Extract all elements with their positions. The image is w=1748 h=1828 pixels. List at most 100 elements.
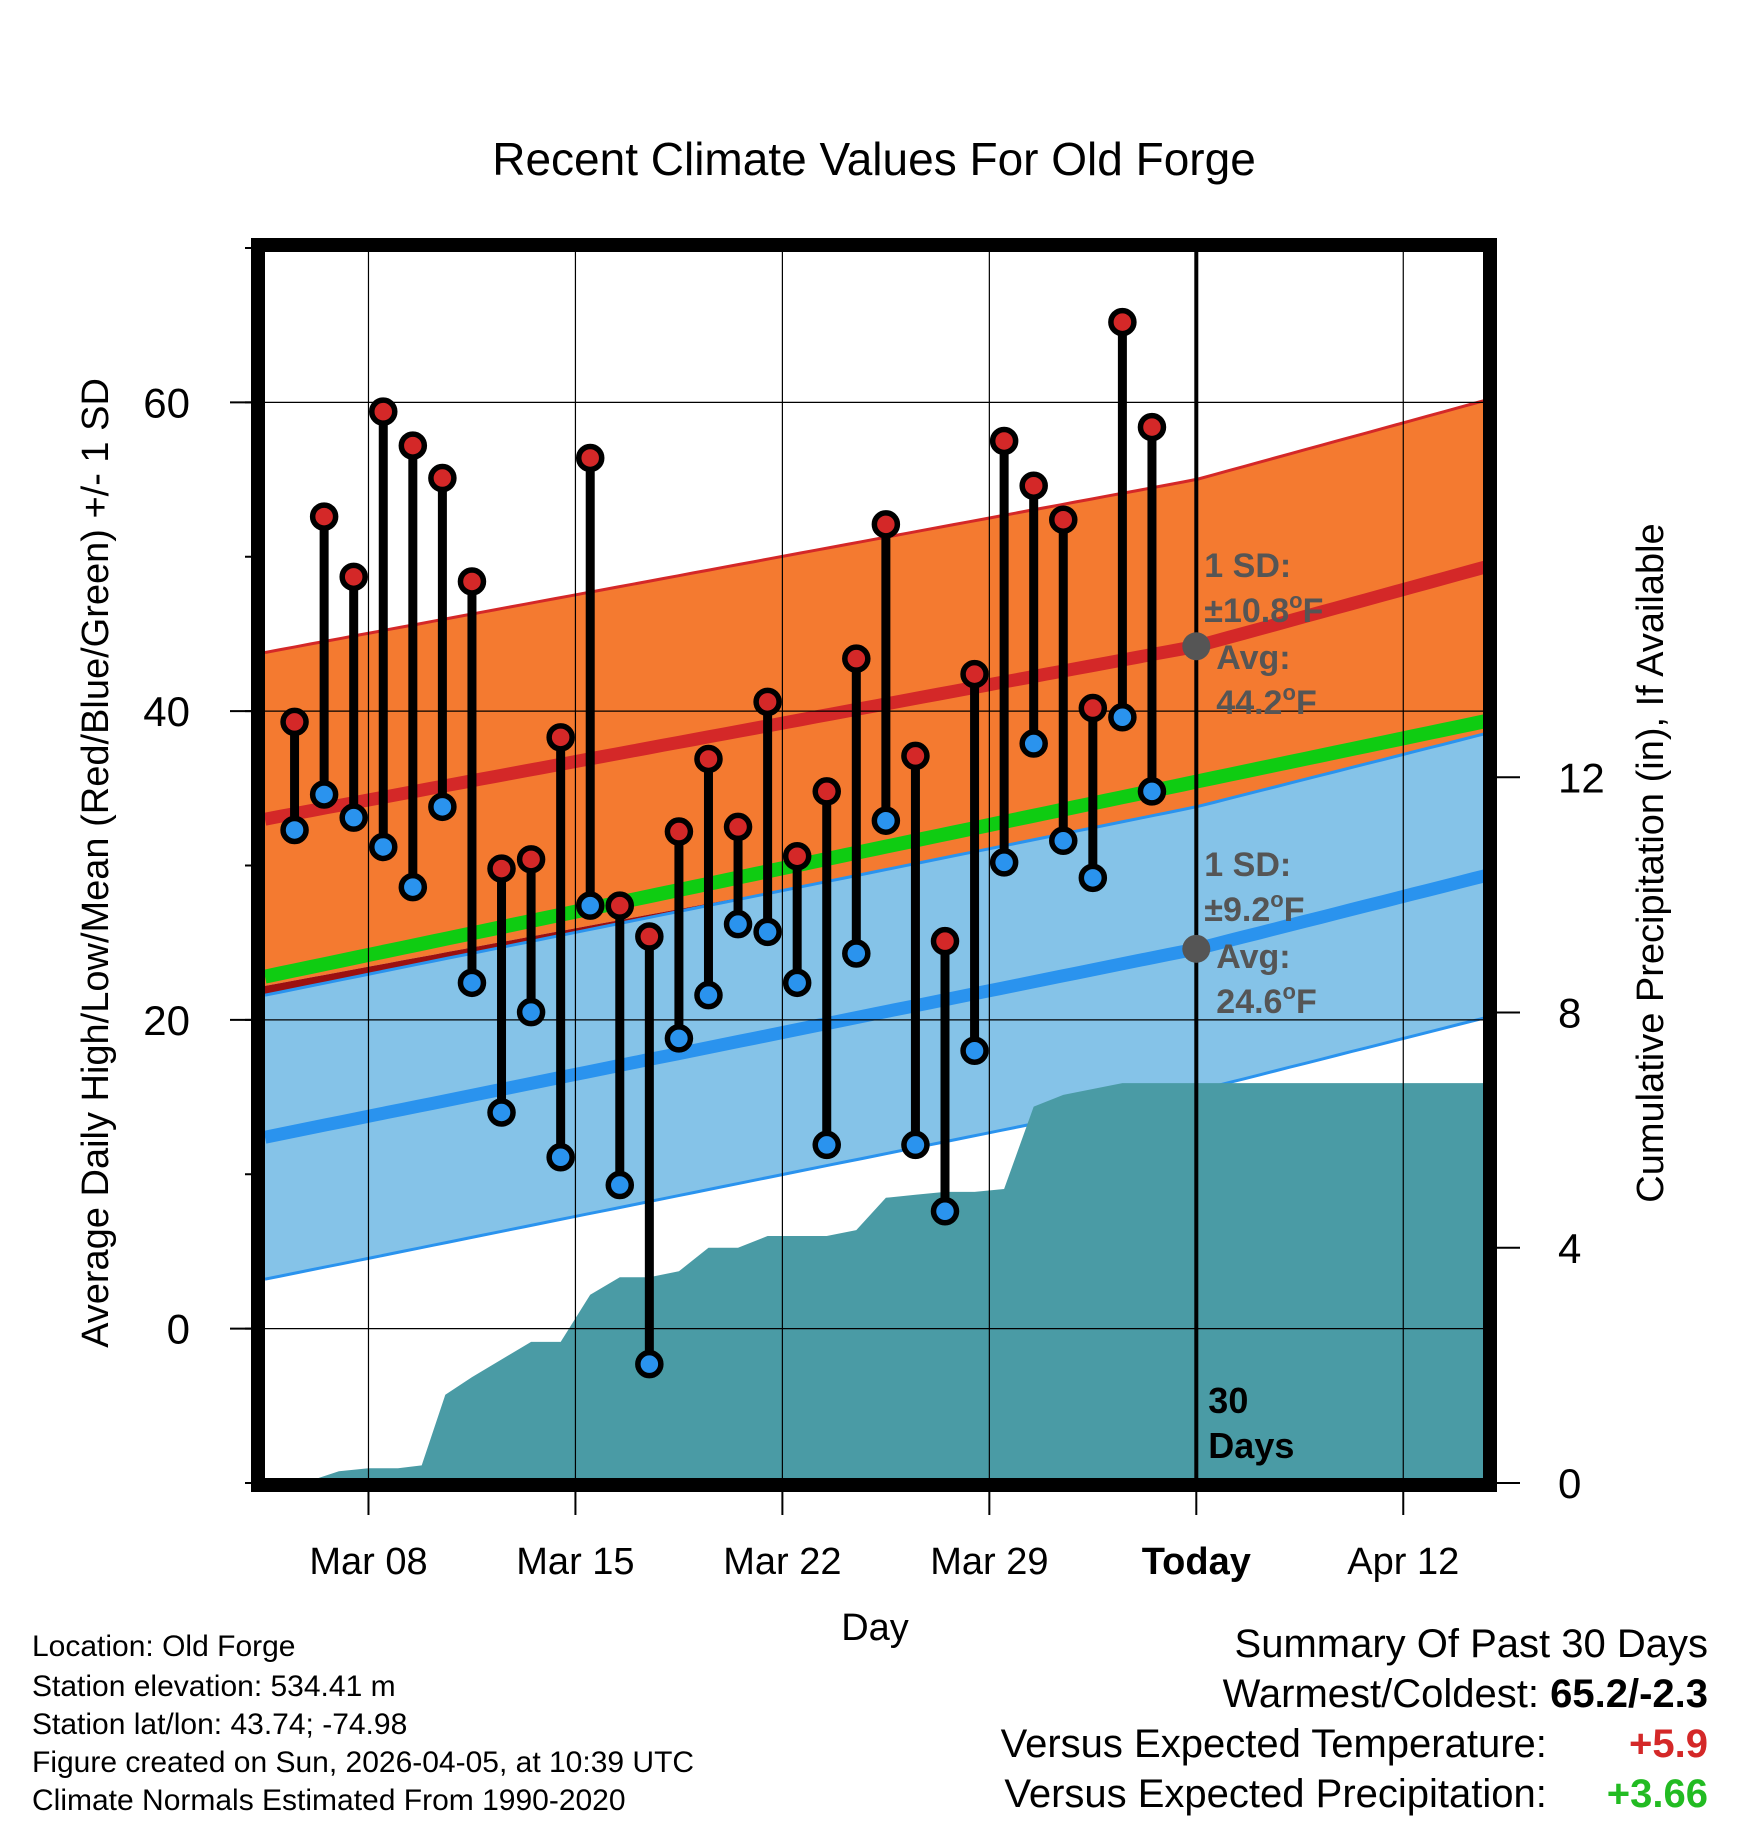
daily-low-point [1019,729,1048,758]
daily-low-point [605,1170,635,1200]
normal-high-avg-value: 44.2oF [1216,680,1316,722]
daily-high-point [723,812,753,842]
daily-high-point [428,463,457,493]
daily-high-point [309,502,339,531]
daily-high-point [457,567,487,596]
daily-high-point [901,741,930,771]
x-tick-label: Mar 08 [309,1541,427,1583]
daily-high-point [280,707,309,737]
daily-low-point [753,917,782,947]
low-sd-band [265,732,1489,1280]
x-tick-label: Mar 22 [723,1541,841,1583]
station-location: Location: Old Forge [32,1630,296,1663]
normal-low-avg-marker [1182,934,1211,963]
daily-low-point [516,997,546,1027]
daily-high-point [1108,307,1137,337]
precip-area [303,1083,1489,1483]
period-label-unit: Days [1208,1425,1294,1466]
daily-high-point [369,397,398,426]
daily-low-point [930,1197,960,1226]
daily-high-point [812,777,841,806]
x-tick-label: Today [1142,1541,1251,1583]
x-tick-label: Apr 12 [1347,1541,1459,1583]
daily-high-point [575,443,605,473]
summary-title: Summary Of Past 30 Days [1234,1622,1708,1666]
daily-high-point [871,510,901,539]
station-latlon: Station lat/lon: 43.74; -74.98 [32,1708,408,1741]
daily-high-point [339,562,368,592]
daily-low-point [782,968,812,998]
normal-low-sd-value: ±9.2oF [1204,887,1304,929]
daily-low-point [487,1098,516,1127]
daily-low-point [428,792,457,822]
summary-temp: Versus Expected Temperature: +5.9 [1001,1722,1708,1767]
precip-label: Versus Expected Precipitation: [1004,1772,1547,1816]
summary-precip: Versus Expected Precipitation: +3.66 [1004,1772,1708,1817]
daily-low-point [575,891,605,920]
normal-low-sd-title: 1 SD: [1204,846,1291,884]
normal-high-avg-marker [1182,632,1211,661]
daily-high-point [753,687,782,717]
daily-high-point [546,723,575,752]
temp-label: Versus Expected Temperature: [1000,1722,1547,1766]
temp-value: +5.9 [1629,1722,1708,1766]
daily-high-point [605,891,635,920]
high-sd-band [265,399,1489,986]
daily-high-point [842,644,871,673]
y2-tick-label: 12 [1558,754,1605,801]
daily-low-point [1108,703,1137,732]
y-tick-label: 60 [143,379,190,426]
plot-frame [251,238,1497,1492]
daily-low-point [664,1024,694,1053]
warm-cold-value: 65.2/-2.3 [1550,1672,1708,1716]
normal-low-avg-value: 24.6oF [1216,979,1316,1021]
y2-tick-label: 4 [1558,1225,1581,1272]
daily-low-point [280,815,309,845]
daily-low-point [369,832,398,862]
normal-high-avg-title: Avg: [1216,639,1290,677]
x-axis-label: Day [841,1607,909,1649]
x-tick-label: Mar 29 [930,1541,1048,1583]
y-tick-label: 0 [167,1306,190,1353]
figure-created: Figure created on Sun, 2026-04-05, at 10… [32,1746,695,1779]
chart-title: Recent Climate Values For Old Forge [492,133,1256,185]
daily-low-point [694,980,723,1010]
daily-high-point [782,841,812,871]
x-tick-label: Mar 15 [516,1541,634,1583]
daily-low-point [842,939,871,968]
normal-high-sd-value: ±10.8oF [1204,588,1323,630]
daily-high-point [516,845,546,874]
daily-high-point [1049,505,1078,534]
daily-low-point [398,872,428,902]
climate-normals-note: Climate Normals Estimated From 1990-2020 [32,1784,626,1817]
daily-low-point [339,803,368,832]
daily-high-point [1078,693,1108,723]
summary-warm-cold: Warmest/Coldest: 65.2/-2.3 [1223,1672,1708,1717]
normal-low-line [265,868,1489,1144]
daily-high-point [635,922,664,951]
daily-high-point [694,744,723,774]
y2-axis-label: Cumulative Precipitation (in), If Availa… [1630,523,1672,1202]
low-sd-lower-line [265,1015,1489,1281]
plot-area [265,397,1489,1483]
daily-low-point [960,1036,989,1065]
normal-high-sd-title: 1 SD: [1204,547,1291,585]
daily-low-point [989,848,1019,877]
daily-low-point [1078,863,1108,893]
normal-low-avg-title: Avg: [1216,938,1290,976]
data-marks [280,307,1167,1379]
daily-high-point [960,659,989,689]
daily-low-point [309,780,339,809]
daily-high-point [930,926,960,956]
daily-low-point [901,1130,930,1160]
axes: 0 20 40 60 0 4 8 12 Mar 08 Mar 15 Mar 22 Mar 29 Toda… [143,247,1605,1583]
warm-cold-label: Warmest/Coldest: [1222,1672,1539,1716]
y-axis-label: Average Daily High/Low/Mean (Red/Blue/Gr… [75,378,117,1348]
precip-value: +3.66 [1606,1772,1708,1816]
station-elevation: Station elevation: 534.41 m [32,1670,396,1703]
daily-high-point [1019,471,1048,500]
daily-low-point [635,1349,664,1379]
daily-low-point [723,909,753,939]
daily-high-point [1137,412,1167,442]
